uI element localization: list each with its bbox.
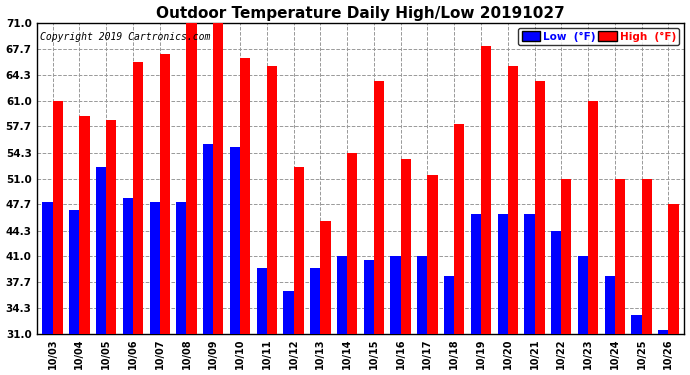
- Bar: [186, 23, 197, 334]
- Bar: [604, 276, 615, 334]
- Bar: [203, 144, 213, 334]
- Bar: [631, 315, 642, 334]
- Bar: [133, 62, 143, 334]
- Bar: [551, 231, 561, 334]
- Bar: [320, 221, 331, 334]
- Bar: [347, 153, 357, 334]
- Bar: [374, 81, 384, 334]
- Bar: [106, 120, 117, 334]
- Bar: [293, 167, 304, 334]
- Bar: [669, 204, 678, 334]
- Bar: [213, 23, 224, 334]
- Bar: [535, 81, 544, 334]
- Bar: [615, 178, 625, 334]
- Bar: [230, 147, 240, 334]
- Bar: [481, 46, 491, 334]
- Bar: [69, 210, 79, 334]
- Bar: [497, 213, 508, 334]
- Bar: [578, 256, 588, 334]
- Text: Copyright 2019 Cartronics.com: Copyright 2019 Cartronics.com: [40, 32, 210, 42]
- Bar: [524, 213, 535, 334]
- Bar: [337, 256, 347, 334]
- Bar: [310, 268, 320, 334]
- Bar: [150, 202, 159, 334]
- Bar: [364, 260, 374, 334]
- Bar: [52, 101, 63, 334]
- Bar: [79, 116, 90, 334]
- Bar: [401, 159, 411, 334]
- Bar: [471, 213, 481, 334]
- Bar: [96, 167, 106, 334]
- Bar: [240, 58, 250, 334]
- Bar: [658, 330, 669, 334]
- Bar: [391, 256, 401, 334]
- Bar: [177, 202, 186, 334]
- Bar: [588, 101, 598, 334]
- Legend: Low  (°F), High  (°F): Low (°F), High (°F): [518, 28, 679, 45]
- Title: Outdoor Temperature Daily High/Low 20191027: Outdoor Temperature Daily High/Low 20191…: [156, 6, 565, 21]
- Bar: [454, 124, 464, 334]
- Bar: [257, 268, 267, 334]
- Bar: [561, 178, 571, 334]
- Bar: [642, 178, 652, 334]
- Bar: [267, 66, 277, 334]
- Bar: [444, 276, 454, 334]
- Bar: [508, 66, 518, 334]
- Bar: [417, 256, 427, 334]
- Bar: [42, 202, 52, 334]
- Bar: [427, 175, 437, 334]
- Bar: [123, 198, 133, 334]
- Bar: [159, 54, 170, 334]
- Bar: [284, 291, 293, 334]
